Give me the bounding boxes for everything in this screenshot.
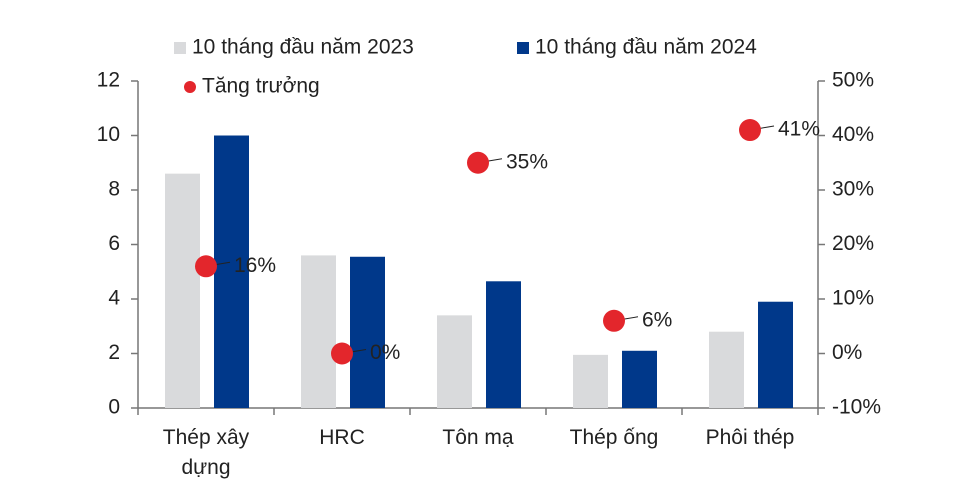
y-tick-label: 8 bbox=[108, 178, 120, 201]
bar bbox=[301, 255, 336, 408]
data-label: 35% bbox=[506, 150, 548, 173]
y-tick-label: 10 bbox=[97, 123, 120, 146]
bar bbox=[573, 354, 608, 408]
data-label: 0% bbox=[370, 341, 400, 364]
bar bbox=[214, 135, 249, 408]
legend-marker bbox=[517, 42, 529, 54]
y2-tick-label: 50% bbox=[832, 69, 874, 92]
growth-dot bbox=[331, 342, 353, 365]
legend-label: Tăng trưởng bbox=[202, 75, 320, 98]
growth-dot bbox=[467, 151, 489, 174]
growth-dot bbox=[739, 119, 761, 142]
x-tick-label: HRC bbox=[319, 426, 365, 449]
y-tick-label: 0 bbox=[108, 396, 120, 419]
legend-marker bbox=[174, 42, 186, 54]
y2-tick-label: 20% bbox=[832, 232, 874, 255]
bar bbox=[486, 281, 521, 408]
y2-tick-label: 40% bbox=[832, 123, 874, 146]
bar bbox=[709, 331, 744, 408]
legend-label: 10 tháng đầu năm 2024 bbox=[535, 36, 757, 59]
y-tick-label: 2 bbox=[108, 341, 120, 364]
data-label: 16% bbox=[234, 254, 276, 277]
y2-tick-label: 10% bbox=[832, 287, 874, 310]
y-tick-label: 6 bbox=[108, 232, 120, 255]
growth-dot bbox=[603, 309, 625, 332]
x-tick-label: Thép ống bbox=[569, 426, 659, 449]
bar bbox=[165, 173, 200, 408]
data-label: 6% bbox=[642, 308, 672, 331]
y2-tick-label: -10% bbox=[832, 396, 881, 419]
y2-tick-label: 30% bbox=[832, 178, 874, 201]
legend-marker bbox=[184, 81, 196, 93]
bar bbox=[437, 315, 472, 408]
data-label: 41% bbox=[778, 118, 820, 141]
y-tick-label: 12 bbox=[97, 69, 120, 92]
legend-label: 10 tháng đầu năm 2023 bbox=[192, 36, 414, 59]
x-tick-label: Thép xây dựng bbox=[162, 426, 250, 479]
bar bbox=[758, 301, 793, 408]
x-tick-label: Tôn mạ bbox=[442, 426, 514, 449]
y-tick-label: 4 bbox=[108, 287, 120, 310]
bar bbox=[350, 256, 385, 408]
bar bbox=[622, 350, 657, 408]
growth-dot bbox=[195, 255, 217, 278]
x-tick-label: Phôi thép bbox=[705, 426, 795, 449]
y2-tick-label: 0% bbox=[832, 341, 862, 364]
